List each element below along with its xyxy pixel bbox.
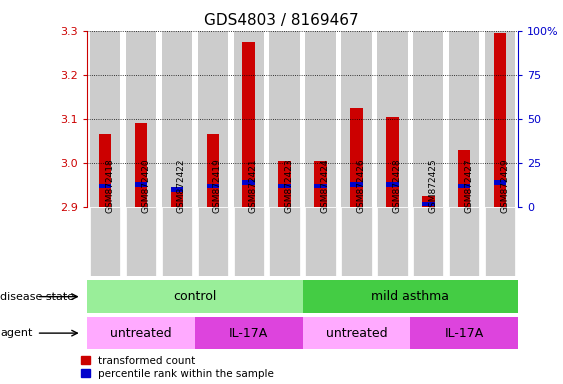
Bar: [126, 31, 157, 207]
FancyBboxPatch shape: [303, 317, 410, 349]
Bar: [305, 31, 336, 207]
Text: IL-17A: IL-17A: [229, 327, 269, 339]
Bar: [341, 31, 372, 207]
Bar: [422, 196, 435, 207]
Bar: [278, 161, 291, 207]
Bar: [90, 31, 120, 207]
Bar: [171, 187, 184, 192]
Text: GSM872423: GSM872423: [285, 158, 294, 213]
Bar: [422, 202, 435, 206]
Bar: [314, 184, 327, 189]
FancyBboxPatch shape: [198, 207, 228, 276]
Text: agent: agent: [0, 328, 33, 338]
Text: GSM872426: GSM872426: [356, 158, 365, 213]
FancyBboxPatch shape: [449, 207, 479, 276]
Legend: transformed count, percentile rank within the sample: transformed count, percentile rank withi…: [81, 356, 274, 379]
Bar: [207, 184, 219, 189]
Text: GSM872424: GSM872424: [320, 158, 329, 213]
Bar: [386, 182, 399, 187]
Bar: [270, 31, 300, 207]
Text: GSM872419: GSM872419: [213, 158, 222, 213]
Bar: [350, 108, 363, 207]
Bar: [314, 161, 327, 207]
FancyBboxPatch shape: [126, 207, 157, 276]
FancyBboxPatch shape: [270, 207, 300, 276]
Text: IL-17A: IL-17A: [445, 327, 484, 339]
Text: untreated: untreated: [110, 327, 172, 339]
Text: GSM872421: GSM872421: [249, 158, 258, 213]
Bar: [207, 134, 219, 207]
Bar: [243, 180, 255, 185]
Bar: [494, 180, 506, 185]
Title: GDS4803 / 8169467: GDS4803 / 8169467: [204, 13, 359, 28]
Bar: [135, 123, 148, 207]
Text: GSM872418: GSM872418: [105, 158, 114, 213]
FancyBboxPatch shape: [90, 207, 120, 276]
FancyBboxPatch shape: [303, 280, 518, 313]
Text: GSM872420: GSM872420: [141, 158, 150, 213]
Bar: [494, 33, 506, 207]
FancyBboxPatch shape: [195, 317, 303, 349]
Text: GSM872429: GSM872429: [500, 158, 509, 213]
Bar: [377, 31, 408, 207]
Text: GSM872427: GSM872427: [464, 158, 473, 213]
FancyBboxPatch shape: [413, 207, 444, 276]
FancyBboxPatch shape: [162, 207, 192, 276]
FancyBboxPatch shape: [87, 280, 303, 313]
Bar: [162, 31, 192, 207]
Text: mild asthma: mild asthma: [371, 290, 449, 303]
Bar: [413, 31, 444, 207]
Bar: [234, 31, 264, 207]
Bar: [458, 184, 471, 189]
Bar: [243, 42, 255, 207]
Bar: [350, 182, 363, 187]
FancyBboxPatch shape: [485, 207, 515, 276]
Bar: [485, 31, 515, 207]
Text: control: control: [173, 290, 217, 303]
Text: GSM872425: GSM872425: [428, 158, 437, 213]
Bar: [458, 150, 471, 207]
FancyBboxPatch shape: [341, 207, 372, 276]
Text: disease state: disease state: [0, 291, 74, 302]
FancyBboxPatch shape: [305, 207, 336, 276]
Bar: [386, 117, 399, 207]
Bar: [198, 31, 228, 207]
Text: GSM872428: GSM872428: [392, 158, 401, 213]
Bar: [278, 184, 291, 189]
FancyBboxPatch shape: [377, 207, 408, 276]
Bar: [171, 187, 184, 207]
FancyBboxPatch shape: [410, 317, 518, 349]
Bar: [135, 182, 148, 187]
Text: GSM872422: GSM872422: [177, 158, 186, 213]
Bar: [449, 31, 479, 207]
FancyBboxPatch shape: [87, 317, 195, 349]
Text: untreated: untreated: [325, 327, 387, 339]
Bar: [99, 184, 111, 189]
Bar: [99, 134, 111, 207]
FancyBboxPatch shape: [234, 207, 264, 276]
